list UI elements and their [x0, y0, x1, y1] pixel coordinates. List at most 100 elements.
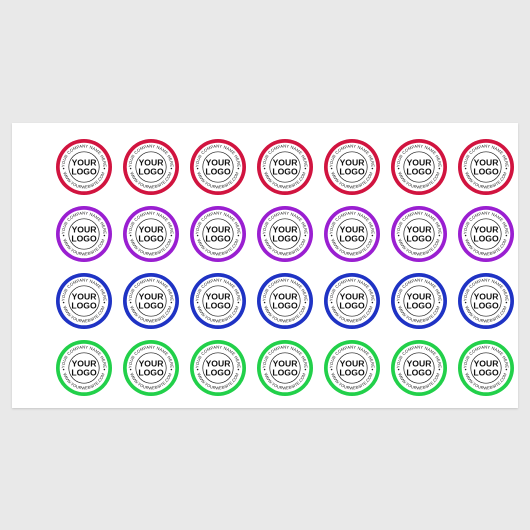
sticker-blue: YOUR COMPANY NAME HERE WWW.YOURWEBSITE.CO…	[255, 271, 315, 331]
sticker-graphic: YOUR COMPANY NAME HEREWWW.YOURWEBSITE.CO…	[457, 138, 514, 195]
sticker-cell: YOUR COMPANY NAME HERE WWW.YOURWEBSITE.CO…	[251, 200, 318, 267]
separator-dot	[397, 368, 399, 370]
sticker-graphic: YOUR COMPANY NAME HEREWWW.YOURWEBSITE.CO…	[55, 205, 112, 262]
separator-dot	[304, 234, 306, 236]
separator-dot	[62, 301, 64, 303]
sticker-graphic: YOUR COMPANY NAME HEREWWW.YOURWEBSITE.CO…	[323, 272, 380, 329]
sticker-inner-circle	[201, 217, 234, 250]
logo-line-2: LOGO	[71, 367, 97, 377]
logo-line-1: YOUR	[205, 291, 231, 301]
sticker-face	[461, 142, 510, 191]
logo-line-1: YOUR	[272, 157, 298, 167]
sticker-inner-circle	[268, 217, 301, 250]
logo-line-1: YOUR	[205, 358, 231, 368]
separator-dot	[237, 368, 239, 370]
sticker-cell: YOUR COMPANY NAME HERE WWW.YOURWEBSITE.CO…	[452, 133, 519, 200]
sticker-graphic: YOUR COMPANY NAME HEREWWW.YOURWEBSITE.CO…	[55, 339, 112, 396]
separator-dot	[371, 368, 373, 370]
logo-line-1: YOUR	[473, 358, 499, 368]
logo-line-2: LOGO	[138, 367, 164, 377]
logo-line-1: YOUR	[473, 157, 499, 167]
sticker-purple: YOUR COMPANY NAME HERE WWW.YOURWEBSITE.CO…	[54, 204, 114, 264]
sticker-cell: YOUR COMPANY NAME HERE WWW.YOURWEBSITE.CO…	[385, 200, 452, 267]
sticker-graphic: YOUR COMPANY NAME HEREWWW.YOURWEBSITE.CO…	[390, 138, 447, 195]
sticker-cell: YOUR COMPANY NAME HERE WWW.YOURWEBSITE.CO…	[385, 267, 452, 334]
logo-line-2: LOGO	[406, 367, 432, 377]
logo-line-2: LOGO	[339, 166, 365, 176]
sticker-blue: YOUR COMPANY NAME HERE WWW.YOURWEBSITE.CO…	[188, 271, 248, 331]
logo-line-2: LOGO	[205, 166, 231, 176]
logo-line-1: YOUR	[71, 291, 97, 301]
sticker-inner-circle	[67, 351, 100, 384]
separator-dot	[263, 234, 265, 236]
sticker-inner-circle	[134, 351, 167, 384]
sticker-cell: YOUR COMPANY NAME HERE WWW.YOURWEBSITE.CO…	[318, 267, 385, 334]
sticker-graphic: YOUR COMPANY NAME HEREWWW.YOURWEBSITE.CO…	[189, 138, 246, 195]
logo-line-1: YOUR	[205, 157, 231, 167]
logo-line-1: YOUR	[71, 224, 97, 234]
sticker-inner-circle	[469, 150, 502, 183]
sticker-cell: YOUR COMPANY NAME HERE WWW.YOURWEBSITE.CO…	[117, 334, 184, 401]
separator-dot	[304, 167, 306, 169]
sticker-cell: YOUR COMPANY NAME HERE WWW.YOURWEBSITE.CO…	[251, 334, 318, 401]
logo-line-2: LOGO	[71, 166, 97, 176]
sticker-inner-circle	[335, 351, 368, 384]
logo-line-2: LOGO	[406, 233, 432, 243]
sticker-inner-circle	[201, 150, 234, 183]
sticker-graphic: YOUR COMPANY NAME HEREWWW.YOURWEBSITE.CO…	[323, 205, 380, 262]
separator-dot	[505, 368, 507, 370]
sticker-red: YOUR COMPANY NAME HERE WWW.YOURWEBSITE.CO…	[255, 137, 315, 197]
separator-dot	[330, 301, 332, 303]
sticker-cell: YOUR COMPANY NAME HERE WWW.YOURWEBSITE.CO…	[50, 334, 117, 401]
sticker-red: YOUR COMPANY NAME HERE WWW.YOURWEBSITE.CO…	[456, 137, 516, 197]
sticker-cell: YOUR COMPANY NAME HERE WWW.YOURWEBSITE.CO…	[184, 334, 251, 401]
sticker-inner-circle	[402, 284, 435, 317]
sticker-inner-circle	[335, 284, 368, 317]
separator-dot	[438, 301, 440, 303]
separator-dot	[505, 234, 507, 236]
logo-line-1: YOUR	[406, 358, 432, 368]
sticker-face	[126, 209, 175, 258]
sticker-face	[394, 343, 443, 392]
sticker-graphic: YOUR COMPANY NAME HEREWWW.YOURWEBSITE.CO…	[323, 339, 380, 396]
separator-dot	[170, 234, 172, 236]
logo-line-1: YOUR	[138, 358, 164, 368]
logo-line-1: YOUR	[406, 157, 432, 167]
sticker-cell: YOUR COMPANY NAME HERE WWW.YOURWEBSITE.CO…	[117, 200, 184, 267]
separator-dot	[103, 234, 105, 236]
sticker-face	[394, 142, 443, 191]
logo-line-1: YOUR	[71, 157, 97, 167]
sticker-graphic: YOUR COMPANY NAME HEREWWW.YOURWEBSITE.CO…	[55, 138, 112, 195]
sticker-face	[193, 276, 242, 325]
logo-line-1: YOUR	[205, 224, 231, 234]
sticker-inner-circle	[134, 217, 167, 250]
logo-line-1: YOUR	[339, 291, 365, 301]
logo-line-2: LOGO	[339, 300, 365, 310]
sticker-blue: YOUR COMPANY NAME HERE WWW.YOURWEBSITE.CO…	[456, 271, 516, 331]
sticker-inner-circle	[67, 150, 100, 183]
separator-dot	[62, 368, 64, 370]
separator-dot	[170, 301, 172, 303]
separator-dot	[304, 368, 306, 370]
sticker-inner-circle	[268, 150, 301, 183]
separator-dot	[196, 167, 198, 169]
sticker-graphic: YOUR COMPANY NAME HEREWWW.YOURWEBSITE.CO…	[457, 205, 514, 262]
sticker-cell: YOUR COMPANY NAME HERE WWW.YOURWEBSITE.CO…	[452, 267, 519, 334]
sticker-graphic: YOUR COMPANY NAME HEREWWW.YOURWEBSITE.CO…	[457, 272, 514, 329]
sticker-cell: YOUR COMPANY NAME HERE WWW.YOURWEBSITE.CO…	[385, 334, 452, 401]
sticker-blue: YOUR COMPANY NAME HERE WWW.YOURWEBSITE.CO…	[322, 271, 382, 331]
sticker-graphic: YOUR COMPANY NAME HEREWWW.YOURWEBSITE.CO…	[122, 205, 179, 262]
logo-line-2: LOGO	[71, 300, 97, 310]
logo-line-2: LOGO	[339, 367, 365, 377]
separator-dot	[397, 234, 399, 236]
logo-line-1: YOUR	[272, 224, 298, 234]
sticker-red: YOUR COMPANY NAME HERE WWW.YOURWEBSITE.CO…	[121, 137, 181, 197]
logo-line-2: LOGO	[272, 300, 298, 310]
sticker-graphic: YOUR COMPANY NAME HEREWWW.YOURWEBSITE.CO…	[390, 205, 447, 262]
logo-line-1: YOUR	[272, 358, 298, 368]
logo-line-2: LOGO	[71, 233, 97, 243]
logo-line-2: LOGO	[473, 300, 499, 310]
separator-dot	[371, 167, 373, 169]
separator-dot	[397, 301, 399, 303]
logo-line-1: YOUR	[339, 358, 365, 368]
